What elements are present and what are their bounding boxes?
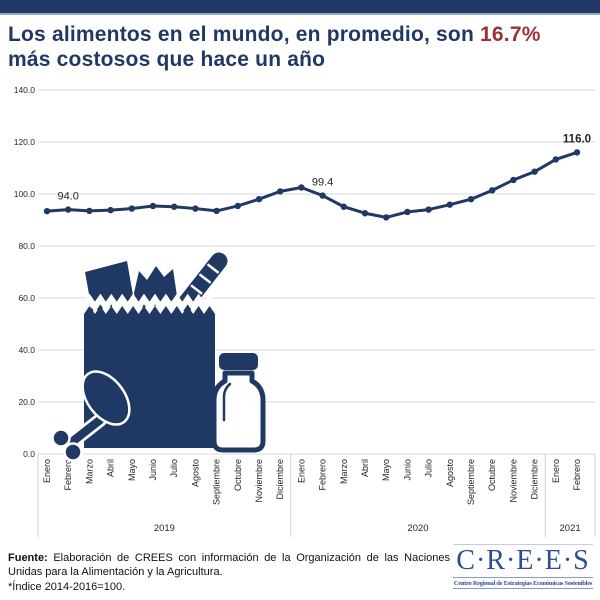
food-price-index-chart: 0.0 20.0 40.0 60.0 80.0 100.0 120.0 140.0 Enero F… — [14, 85, 596, 537]
source-text: Elaboración de CREES con información de … — [8, 552, 450, 579]
data-point — [107, 206, 114, 214]
data-point — [510, 176, 517, 184]
data-point — [404, 208, 411, 216]
data-point — [277, 188, 284, 195]
x-month-label: Octubre — [487, 459, 497, 491]
top-accent-bar — [0, 0, 600, 15]
year-label: 2020 — [407, 523, 428, 534]
x-month-label: Noviembre — [508, 459, 518, 503]
y-tick-label: 40.0 — [18, 345, 35, 355]
crees-logo-text: C·R·E·E·S — [456, 545, 590, 576]
data-label: 99.4 — [312, 177, 333, 189]
data-point — [383, 214, 390, 221]
x-month-label: Junio — [402, 459, 412, 481]
x-month-label: Marzo — [339, 459, 349, 484]
data-point — [128, 205, 135, 212]
groceries-illustration — [51, 252, 266, 462]
data-point — [340, 203, 347, 210]
data-point — [234, 202, 241, 210]
y-tick-label: 80.0 — [18, 241, 35, 251]
data-point — [361, 210, 369, 217]
year-label: 2021 — [560, 523, 581, 534]
x-month-label: Septiembre — [466, 459, 476, 505]
y-tick-label: 120.0 — [14, 137, 36, 147]
x-month-label: Abril — [106, 459, 116, 477]
x-month-label: Mayo — [127, 459, 137, 481]
data-point — [149, 202, 157, 210]
y-tick-label: 140.0 — [14, 85, 36, 95]
data-point — [255, 196, 263, 203]
x-month-label: Abril — [360, 459, 370, 477]
data-point — [171, 203, 178, 210]
data-point — [467, 196, 475, 203]
crees-logo-tagline: Centro Regional de Estrategias Económica… — [453, 577, 593, 589]
data-point — [425, 206, 432, 213]
data-point — [319, 192, 326, 199]
x-month-label: Enero — [551, 459, 561, 483]
y-tick-label: 100.0 — [14, 189, 36, 199]
milk-bottle-icon — [211, 353, 266, 453]
title-text-line2: más costosos que hace un año — [8, 48, 326, 72]
y-tick-label: 60.0 — [18, 293, 35, 303]
series-line — [45, 150, 579, 219]
x-month-label: Agosto — [445, 459, 455, 487]
data-label: 94.0 — [57, 191, 78, 203]
x-month-label: Febrero — [572, 459, 582, 491]
data-point — [446, 201, 453, 208]
data-point — [552, 156, 559, 163]
index-note: *Índice 2014-2016=100. — [8, 581, 126, 593]
chart-series-layer: 94.0 99.4 116.0 — [43, 133, 591, 221]
x-month-label: Enero — [296, 459, 306, 483]
bag-tear-gap — [81, 293, 218, 313]
x-month-label: Mayo — [381, 459, 391, 481]
source-label: Fuente: — [8, 552, 48, 564]
y-tick-label: 20.0 — [18, 397, 35, 407]
x-month-label: Junio — [148, 459, 158, 481]
source-note: Fuente: Elaboración de CREES con informa… — [8, 551, 450, 580]
page-title: Los alimentos en el mundo, en promedio, … — [8, 22, 583, 72]
x-month-label: Septiembre — [212, 459, 222, 505]
data-point — [192, 205, 199, 212]
drumstick-icon — [51, 370, 131, 462]
x-month-label: Marzo — [84, 459, 94, 484]
data-point — [531, 168, 538, 175]
data-point — [86, 207, 93, 215]
data-label: 116.0 — [563, 133, 591, 145]
data-point — [489, 187, 496, 194]
crees-logo: C·R·E·E·S Centro Regional de Estrategias… — [453, 544, 593, 589]
title-highlight-percentage: 16.7% — [480, 23, 541, 46]
title-text: Los alimentos en el mundo, en promedio, … — [8, 23, 481, 46]
x-month-label: Julio — [169, 459, 179, 478]
x-month-label: Octubre — [233, 459, 243, 491]
x-month-label: Julio — [424, 459, 434, 478]
x-month-label: Noviembre — [254, 459, 264, 503]
baguette-icon — [177, 252, 228, 312]
x-month-label: Febrero — [63, 459, 73, 491]
x-month-label: Agosto — [190, 459, 200, 487]
data-point — [65, 206, 72, 213]
year-label: 2019 — [154, 523, 175, 534]
data-point — [298, 184, 305, 191]
data-point — [43, 207, 51, 215]
data-point — [573, 149, 581, 156]
x-month-label: Diciembre — [275, 459, 285, 500]
x-month-label: Diciembre — [530, 459, 540, 500]
x-month-label: Febrero — [318, 459, 328, 491]
data-point — [213, 207, 220, 215]
y-tick-label: 0.0 — [23, 449, 35, 459]
x-month-label: Enero — [42, 459, 52, 483]
